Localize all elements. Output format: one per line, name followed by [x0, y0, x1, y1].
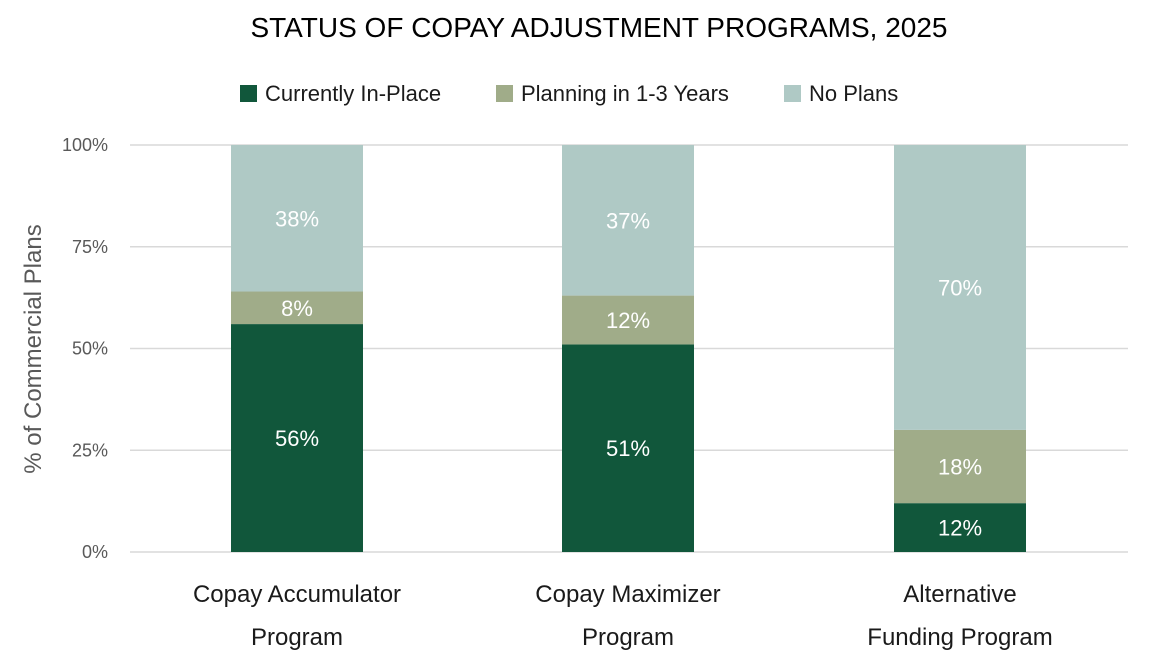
bar-segment-currently-in-place — [894, 503, 1026, 552]
y-tick-label: 0% — [82, 542, 108, 562]
category-label: Program — [251, 624, 343, 651]
data-label: 37% — [606, 208, 650, 233]
legend-swatch-no-plans — [784, 85, 801, 102]
y-axis-title: % of Commercial Plans — [20, 224, 47, 473]
bar-segment-currently-in-place — [231, 324, 363, 552]
legend-swatch-currently-in-place — [240, 85, 257, 102]
y-axis-ticks: 0% 25% 50% 75% 100% — [62, 135, 108, 562]
data-labels: 56% 8% 38% 51% 12% 37% 12% 18% 70% — [275, 206, 982, 540]
data-label: 18% — [938, 455, 982, 480]
category-label: Copay Accumulator — [193, 581, 401, 608]
data-label: 8% — [281, 296, 313, 321]
data-label: 12% — [938, 516, 982, 541]
y-tick-label: 100% — [62, 135, 108, 155]
category-labels: Copay Accumulator Program Copay Maximizer P… — [193, 581, 1053, 651]
y-tick-label: 75% — [72, 237, 108, 257]
bar-segment-currently-in-place — [562, 344, 694, 552]
bar-segment-no-plans — [562, 145, 694, 296]
bar-segment-planning-in-1-3-years — [562, 295, 694, 345]
bar-segment-planning-in-1-3-years — [894, 429, 1026, 504]
bars — [231, 145, 1026, 552]
legend-swatch-planning-in-1-3-years — [496, 85, 513, 102]
bar-segment-planning-in-1-3-years — [231, 291, 363, 325]
data-label: 51% — [606, 436, 650, 461]
y-tick-label: 25% — [72, 440, 108, 460]
category-label: Alternative — [903, 581, 1016, 608]
category-label: Copay Maximizer — [535, 581, 720, 608]
bar-segment-no-plans — [231, 145, 363, 292]
data-label: 12% — [606, 308, 650, 333]
category-label: Program — [582, 624, 674, 651]
data-label: 38% — [275, 206, 319, 231]
data-label: 56% — [275, 426, 319, 451]
chart-title: STATUS OF COPAY ADJUSTMENT PROGRAMS, 202… — [250, 12, 947, 43]
legend-label-no-plans: No Plans — [809, 81, 898, 106]
y-tick-label: 50% — [72, 339, 108, 359]
legend: Currently In-Place Planning in 1-3 Years N… — [240, 81, 898, 106]
legend-label-planning-in-1-3-years: Planning in 1-3 Years — [521, 81, 729, 106]
category-label: Funding Program — [867, 624, 1052, 651]
data-label: 70% — [938, 275, 982, 300]
bar-segment-no-plans — [894, 145, 1026, 430]
legend-label-currently-in-place: Currently In-Place — [265, 81, 441, 106]
